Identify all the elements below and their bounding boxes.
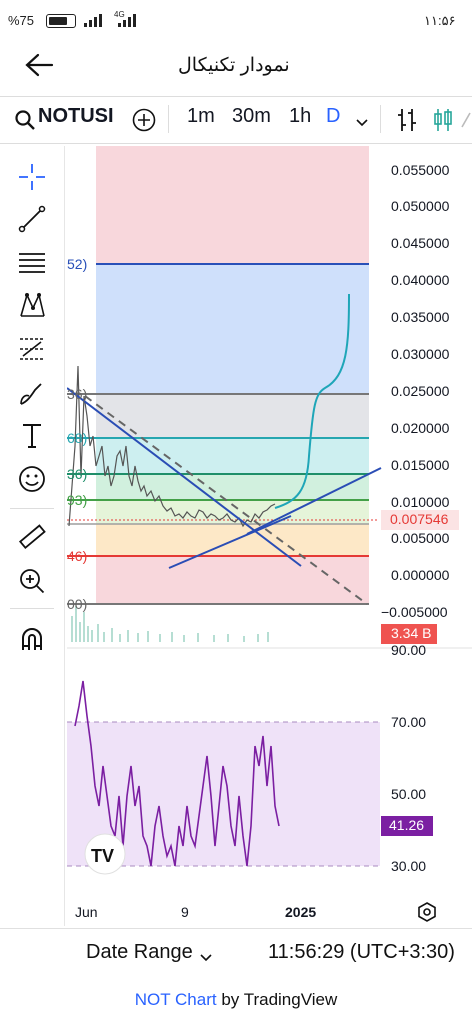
fib-label: 46) — [67, 548, 88, 564]
footer: NOT Chart by TradingView — [0, 980, 472, 1020]
back-arrow-icon[interactable] — [24, 52, 54, 83]
date-range-button[interactable]: Date Range — [86, 941, 193, 963]
interval-d[interactable]: D — [326, 105, 341, 127]
price-tick: −0.005000 — [381, 604, 448, 620]
symbol-chart-link[interactable]: NOT Chart — [134, 990, 217, 1009]
price-chart-canvas[interactable]: TV — [67, 146, 472, 926]
timezone-clock[interactable]: 11:56:29 (UTC+3:30) — [268, 941, 455, 963]
interval-30m[interactable]: 30m — [232, 105, 271, 127]
trend-line-icon[interactable] — [14, 202, 50, 236]
fib-label: 68) — [67, 430, 88, 446]
emoji-icon[interactable] — [14, 462, 50, 496]
battery-percent: %75 — [8, 13, 35, 28]
fib-label: 36) — [67, 386, 88, 402]
svg-text:TV: TV — [91, 846, 114, 866]
interval-1m[interactable]: 1m — [187, 105, 215, 127]
status-bar: %75 4G ۱۱:۵۶ — [0, 0, 472, 42]
footer-text: by TradingView — [216, 990, 338, 1009]
rsi-tick: 30.00 — [391, 858, 427, 874]
battery-icon — [46, 14, 76, 28]
price-tick: 0.030000 — [391, 346, 450, 362]
pattern-icon[interactable] — [14, 288, 50, 322]
fib-label: 00) — [67, 596, 88, 612]
forecast-icon[interactable] — [14, 332, 50, 366]
magnet-icon[interactable] — [14, 622, 50, 656]
page-title: نمودار تکنیکال — [178, 55, 290, 76]
text-icon[interactable] — [14, 418, 50, 452]
ruler-icon[interactable] — [14, 520, 50, 554]
price-tick: 0.055000 — [391, 162, 450, 178]
rsi-value-badge: 41.26 — [389, 817, 425, 833]
price-tick: 0.045000 — [391, 235, 450, 251]
chevron-down-icon[interactable] — [356, 114, 368, 132]
fib-label: 52) — [67, 256, 88, 272]
fib-label: 36) — [67, 466, 88, 482]
signal-icon — [84, 12, 144, 31]
add-symbol-icon[interactable] — [132, 108, 156, 137]
candles-icon[interactable] — [432, 107, 454, 138]
price-tick: 0.005000 — [391, 530, 450, 546]
clock: ۱۱:۵۶ — [424, 13, 456, 28]
brush-icon[interactable] — [14, 376, 50, 410]
rsi-tick: 90.00 — [391, 642, 427, 658]
time-tick: Jun — [75, 904, 98, 920]
settings-icon[interactable] — [417, 902, 437, 927]
fib-retracement-icon[interactable] — [14, 246, 50, 280]
price-tick: 0.020000 — [391, 420, 450, 436]
more-icon[interactable] — [460, 111, 472, 134]
price-tick: 0.040000 — [391, 272, 450, 288]
drawing-toolbar — [0, 146, 65, 926]
price-tick: 0.000000 — [391, 567, 450, 583]
rsi-tick: 50.00 — [391, 786, 427, 802]
price-tick: 0.010000 — [391, 494, 450, 510]
chevron-down-icon[interactable] — [200, 949, 212, 967]
last-price-badge: 0.007546 — [390, 511, 449, 527]
search-icon[interactable] — [14, 109, 36, 136]
crosshair-icon[interactable] — [14, 160, 50, 194]
interval-1h[interactable]: 1h — [289, 105, 312, 127]
zoom-in-icon[interactable] — [14, 564, 50, 598]
time-tick: 9 — [181, 904, 189, 920]
chart-area[interactable]: TV 52) 36) 68) 36) 93) 46) 00) 0.055000 … — [67, 146, 472, 926]
bar-chart-icon[interactable] — [396, 107, 418, 138]
chart-toolbar: NOTUSI 1m 30m 1h D — [0, 96, 472, 144]
rsi-tick: 70.00 — [391, 714, 427, 730]
price-tick: 0.025000 — [391, 383, 450, 399]
fib-label: 93) — [67, 492, 88, 508]
bottom-bar: Date Range 11:56:29 (UTC+3:30) — [0, 928, 472, 979]
symbol-name[interactable]: NOTUSI — [38, 105, 114, 127]
time-tick: 2025 — [285, 904, 317, 920]
volume-badge: 3.34 B — [391, 625, 432, 641]
price-tick: 0.035000 — [391, 309, 450, 325]
price-tick: 0.050000 — [391, 198, 450, 214]
network-type: 4G — [114, 10, 125, 19]
price-tick: 0.015000 — [391, 457, 450, 473]
app-bar: نمودار تکنیکال — [0, 42, 472, 92]
